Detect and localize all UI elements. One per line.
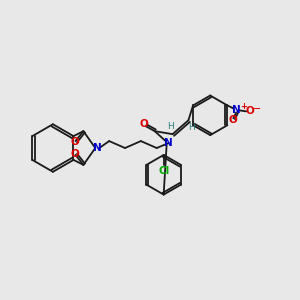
Text: N: N	[164, 138, 173, 148]
Text: Cl: Cl	[158, 166, 169, 176]
Text: O: O	[140, 119, 148, 129]
Text: O: O	[70, 137, 79, 147]
Text: O: O	[246, 106, 254, 116]
Text: H: H	[188, 123, 195, 132]
Text: −: −	[251, 104, 261, 114]
Text: H: H	[167, 122, 174, 131]
Text: O: O	[229, 115, 238, 125]
Text: +: +	[240, 102, 247, 111]
Text: N: N	[232, 105, 241, 116]
Text: O: O	[70, 149, 79, 159]
Text: N: N	[93, 143, 102, 153]
